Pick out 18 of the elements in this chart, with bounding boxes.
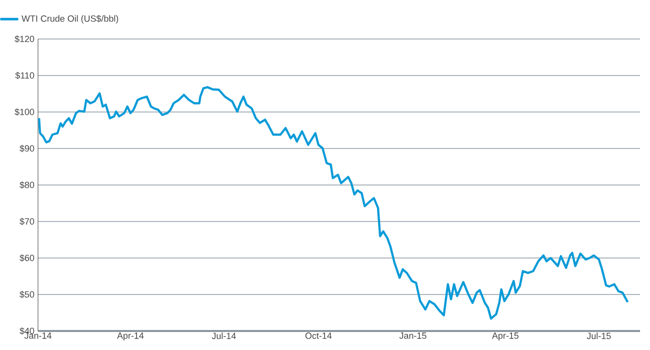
- x-tick-label: Jan-15: [399, 332, 426, 339]
- y-tick-label: $70: [20, 218, 34, 226]
- y-tick-label: $110: [15, 72, 34, 80]
- x-tick-label: Oct-14: [305, 332, 332, 339]
- y-tick-label: $120: [14, 35, 34, 43]
- x-tick-label: Apr-15: [492, 332, 519, 341]
- x-tick-label: Jul-14: [212, 332, 236, 340]
- y-tick-label: $100: [14, 108, 34, 116]
- line-series: [38, 86, 629, 320]
- x-tick-label: Apr-14: [117, 332, 144, 341]
- y-tick-label: $50: [20, 290, 34, 298]
- x-tick-label: Jan-14: [24, 332, 52, 339]
- legend-label: WTI Crude Oil (US$/bbl): [22, 15, 118, 24]
- y-tick-label: $80: [20, 181, 34, 189]
- y-tick-label: $40: [20, 327, 34, 335]
- y-tick-label: $90: [20, 144, 34, 152]
- x-tick-label: Jul-15: [586, 332, 611, 340]
- y-tick-label: $60: [20, 254, 34, 262]
